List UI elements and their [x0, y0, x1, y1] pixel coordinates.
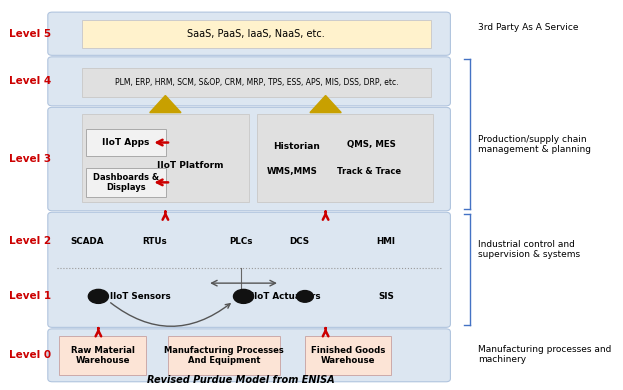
- Bar: [257, 114, 434, 202]
- Text: DCS: DCS: [289, 236, 310, 246]
- FancyArrowPatch shape: [111, 303, 230, 326]
- Text: IIoT Sensors: IIoT Sensors: [110, 292, 171, 301]
- Polygon shape: [150, 96, 181, 113]
- Text: Level 0: Level 0: [9, 350, 51, 360]
- Bar: [82, 20, 430, 48]
- FancyBboxPatch shape: [48, 57, 450, 106]
- Bar: [168, 336, 280, 375]
- Text: Production/supply chain
management & planning: Production/supply chain management & pla…: [478, 135, 591, 154]
- Text: 3rd Party As A Service: 3rd Party As A Service: [478, 23, 579, 32]
- Bar: [82, 114, 249, 202]
- Bar: [59, 336, 146, 375]
- Bar: [82, 68, 430, 97]
- Text: Dashboards &
Displays: Dashboards & Displays: [93, 173, 159, 192]
- Text: QMS, MES: QMS, MES: [348, 140, 396, 149]
- Text: PLCs: PLCs: [229, 236, 252, 246]
- Text: RTUs: RTUs: [142, 236, 166, 246]
- Text: Level 4: Level 4: [9, 76, 51, 86]
- Circle shape: [88, 289, 108, 303]
- Circle shape: [234, 289, 254, 303]
- Text: SaaS, PaaS, IaaS, NaaS, etc.: SaaS, PaaS, IaaS, NaaS, etc.: [188, 29, 325, 39]
- Text: HMI: HMI: [376, 236, 396, 246]
- Text: Raw Material
Warehouse: Raw Material Warehouse: [71, 346, 135, 365]
- Text: Level 1: Level 1: [9, 291, 51, 301]
- Text: Revised Purdue Model from ENISA: Revised Purdue Model from ENISA: [147, 376, 335, 385]
- Text: Manufacturing processes and
machinery: Manufacturing processes and machinery: [478, 345, 611, 364]
- Text: Level 2: Level 2: [9, 236, 51, 246]
- Text: IIoT Actuators: IIoT Actuators: [250, 292, 320, 301]
- Text: IIoT Apps: IIoT Apps: [102, 138, 150, 147]
- Text: Manufacturing Processes
And Equipment: Manufacturing Processes And Equipment: [164, 346, 284, 365]
- Text: Historian: Historian: [273, 142, 320, 151]
- FancyBboxPatch shape: [48, 212, 450, 327]
- Text: Level 5: Level 5: [9, 29, 51, 39]
- Bar: [85, 129, 166, 156]
- Text: Industrial control and
supervision & systems: Industrial control and supervision & sys…: [478, 240, 580, 259]
- Text: Finished Goods
Warehouse: Finished Goods Warehouse: [312, 346, 386, 365]
- FancyBboxPatch shape: [48, 107, 450, 211]
- Text: WMS,MMS: WMS,MMS: [267, 167, 318, 176]
- FancyBboxPatch shape: [48, 329, 450, 382]
- Bar: [305, 336, 391, 375]
- Bar: [85, 168, 166, 197]
- Text: Track & Trace: Track & Trace: [337, 167, 401, 176]
- Text: PLM, ERP, HRM, SCM, S&OP, CRM, MRP, TPS, ESS, APS, MIS, DSS, DRP, etc.: PLM, ERP, HRM, SCM, S&OP, CRM, MRP, TPS,…: [115, 78, 398, 87]
- Text: IIoT Platform: IIoT Platform: [157, 161, 224, 170]
- Polygon shape: [310, 96, 341, 113]
- Text: SCADA: SCADA: [70, 236, 104, 246]
- FancyBboxPatch shape: [48, 12, 450, 55]
- Text: SIS: SIS: [378, 292, 394, 301]
- Text: Level 3: Level 3: [9, 154, 51, 164]
- Circle shape: [297, 291, 313, 302]
